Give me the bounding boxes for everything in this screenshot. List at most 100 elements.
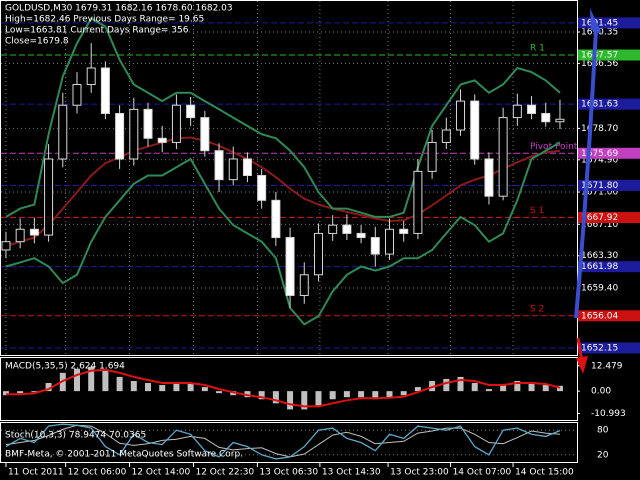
candle-body: [157, 137, 167, 143]
level-box: [578, 49, 640, 61]
candle-body: [44, 158, 54, 236]
macd-bar: [372, 391, 379, 400]
candle-body: [342, 224, 352, 234]
candle-body: [58, 104, 68, 160]
macd-bar: [102, 370, 109, 392]
candle-body: [200, 117, 210, 152]
macd-bar: [116, 376, 123, 392]
price-panel: [0, 0, 578, 356]
candle-body: [427, 141, 437, 172]
y-tick-label: 1663.30: [581, 251, 618, 261]
macd-bar: [386, 391, 393, 398]
y-tick-label: 1659.40: [581, 284, 618, 294]
candle-body: [285, 237, 295, 296]
candle-body: [370, 237, 380, 255]
candle-body: [228, 158, 238, 181]
macd-bar: [556, 385, 563, 392]
candle-body: [171, 104, 181, 143]
macd-bar: [287, 391, 294, 410]
y-tick-label: 1667.10: [581, 220, 618, 230]
macd-bar: [528, 383, 535, 392]
y-tick-label: -10.993: [591, 409, 626, 419]
candle-body: [186, 104, 196, 119]
candle-body: [413, 170, 423, 234]
candle-body: [242, 158, 252, 177]
y-tick-label: 80: [597, 426, 609, 436]
level-label: 1667.92: [581, 213, 618, 223]
macd-bar: [159, 385, 166, 392]
level-box: [578, 179, 640, 191]
stoch-signal: [5, 424, 561, 458]
indicator-line: [5, 136, 561, 247]
macd-bar: [315, 391, 322, 406]
level-name: R 1: [530, 44, 545, 54]
macd-title: MACD(5,35,5) 2.624 1.694: [5, 362, 125, 372]
macd-bar: [414, 387, 421, 392]
macd-bar: [258, 391, 265, 400]
candle-body: [512, 104, 522, 119]
macd-bar: [73, 368, 80, 392]
y-tick-label: 1678.70: [581, 124, 618, 134]
macd-bar: [443, 378, 450, 392]
macd-bar: [400, 391, 407, 396]
header-line: Low=1663.81 Current Days Range= 356: [5, 26, 189, 36]
macd-bar: [187, 383, 194, 392]
candle-body: [456, 100, 466, 131]
macd-bar: [244, 391, 251, 398]
macd-bar: [358, 391, 365, 398]
candle-body: [129, 108, 139, 160]
candle-body: [399, 228, 409, 234]
macd-bar: [471, 383, 478, 392]
macd-bar: [31, 391, 38, 393]
candle-body: [29, 228, 39, 236]
macd-bar: [201, 387, 208, 392]
level-box: [578, 147, 640, 159]
indicator-line: [5, 17, 561, 218]
macd-bar: [514, 380, 521, 392]
level-name: S 1: [530, 206, 544, 216]
candle-body: [15, 228, 25, 243]
macd-bar: [17, 391, 24, 394]
candle-body: [541, 112, 551, 123]
level-label: 1661.98: [581, 262, 618, 272]
candle-body: [86, 67, 96, 86]
candle-body: [527, 104, 537, 114]
red-arrow-head: [576, 356, 588, 374]
candle-body: [1, 241, 11, 251]
macd-bar: [88, 366, 95, 392]
level-box: [578, 261, 640, 273]
macd-bar: [173, 383, 180, 392]
macd-bar: [429, 380, 436, 392]
candle-body: [484, 158, 494, 197]
candle-body: [299, 274, 309, 296]
candle-body: [441, 129, 451, 143]
level-box: [578, 17, 640, 29]
level-label: 1652.15: [581, 343, 618, 353]
header-line: GOLDUSD,M30 1679.31 1682.16 1678.60 1682…: [5, 4, 233, 14]
x-tick-label: 11 Oct 2011: [8, 468, 64, 478]
candle-body: [470, 100, 480, 160]
macd-bar: [500, 385, 507, 392]
macd-bar: [343, 391, 350, 398]
x-tick-label: 13 Oct 06:30: [259, 468, 318, 478]
macd-bar: [2, 391, 9, 396]
macd-bar: [216, 391, 223, 394]
blue-arrow-head: [590, 8, 602, 34]
level-label: 1656.04: [581, 311, 618, 321]
level-label: 1691.45: [581, 18, 618, 28]
stoch-main: [5, 423, 561, 460]
x-tick-label: 13 Oct 14:30: [322, 468, 381, 478]
level-label: 1687.57: [581, 51, 618, 61]
level-box: [578, 212, 640, 224]
x-tick-label: 14 Oct 07:00: [453, 468, 512, 478]
x-tick-label: 13 Oct 23:00: [390, 468, 449, 478]
candle-body: [555, 118, 565, 123]
candle-body: [271, 199, 281, 239]
candle-body: [72, 84, 82, 106]
macd-bar: [457, 376, 464, 392]
macd-bar: [130, 380, 137, 392]
level-label: 1671.80: [581, 181, 618, 191]
y-tick-label: 1686.56: [581, 59, 618, 69]
arrows: [574, 8, 602, 374]
